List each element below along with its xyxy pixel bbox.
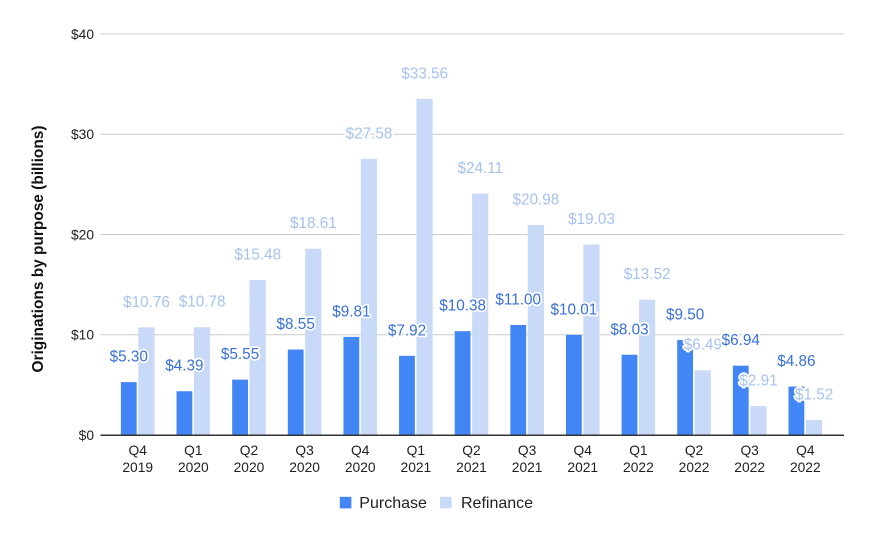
svg-text:Q4: Q4 <box>574 443 593 458</box>
svg-text:Q2: Q2 <box>685 443 703 458</box>
svg-text:$0: $0 <box>79 428 95 443</box>
svg-text:2021: 2021 <box>512 460 543 475</box>
svg-text:$20: $20 <box>71 227 94 242</box>
svg-text:$10: $10 <box>71 328 94 343</box>
svg-text:2021: 2021 <box>456 460 487 475</box>
svg-text:$8.03: $8.03 <box>610 321 648 338</box>
svg-text:$6.49: $6.49 <box>684 337 722 354</box>
svg-text:2020: 2020 <box>345 460 376 475</box>
svg-text:$27.58: $27.58 <box>346 125 393 142</box>
svg-text:Q4: Q4 <box>128 443 147 458</box>
svg-text:$33.56: $33.56 <box>401 65 448 82</box>
svg-text:$13.52: $13.52 <box>624 266 671 283</box>
svg-text:$15.48: $15.48 <box>234 247 281 264</box>
svg-text:2022: 2022 <box>790 460 821 475</box>
svg-text:Q1: Q1 <box>184 443 202 458</box>
svg-text:Originations by purpose (billi: Originations by purpose (billions) <box>30 126 47 373</box>
svg-text:Refinance: Refinance <box>461 495 533 512</box>
svg-text:Purchase: Purchase <box>359 495 427 512</box>
svg-text:2020: 2020 <box>234 460 265 475</box>
svg-text:$10.78: $10.78 <box>179 294 226 311</box>
svg-text:$9.50: $9.50 <box>666 307 704 324</box>
svg-text:Q3: Q3 <box>740 443 759 458</box>
svg-text:2022: 2022 <box>734 460 765 475</box>
svg-text:2021: 2021 <box>401 460 432 475</box>
svg-text:Q2: Q2 <box>240 443 258 458</box>
svg-text:$4.86: $4.86 <box>777 353 815 370</box>
svg-text:2022: 2022 <box>679 460 710 475</box>
svg-text:$10.01: $10.01 <box>550 301 597 318</box>
svg-text:$11.00: $11.00 <box>495 291 541 308</box>
svg-text:2020: 2020 <box>178 460 209 475</box>
svg-text:$18.61: $18.61 <box>290 215 337 232</box>
svg-text:$30: $30 <box>71 127 94 142</box>
svg-text:$40: $40 <box>71 27 94 42</box>
svg-text:$8.55: $8.55 <box>277 316 315 333</box>
svg-text:Q1: Q1 <box>629 443 647 458</box>
svg-text:$7.92: $7.92 <box>388 322 426 339</box>
svg-text:Q2: Q2 <box>462 443 480 458</box>
svg-text:$1.52: $1.52 <box>795 387 833 404</box>
svg-text:2021: 2021 <box>567 460 598 475</box>
svg-text:$10.38: $10.38 <box>439 298 486 315</box>
svg-text:$2.91: $2.91 <box>739 373 777 390</box>
svg-text:2022: 2022 <box>623 460 654 475</box>
svg-text:$5.55: $5.55 <box>221 346 259 363</box>
svg-text:Q4: Q4 <box>351 443 370 458</box>
svg-text:Q3: Q3 <box>518 443 537 458</box>
svg-text:$4.39: $4.39 <box>165 358 203 375</box>
svg-text:$5.30: $5.30 <box>110 349 148 366</box>
svg-text:$19.03: $19.03 <box>568 211 615 228</box>
svg-text:$20.98: $20.98 <box>513 191 560 208</box>
svg-text:$9.81: $9.81 <box>332 303 370 320</box>
svg-text:Q1: Q1 <box>407 443 425 458</box>
svg-text:2020: 2020 <box>289 460 320 475</box>
svg-text:$10.76: $10.76 <box>123 294 170 311</box>
svg-text:$24.11: $24.11 <box>457 160 503 177</box>
svg-text:2019: 2019 <box>122 460 153 475</box>
svg-text:$6.94: $6.94 <box>722 332 761 349</box>
svg-text:Q3: Q3 <box>295 443 314 458</box>
svg-text:Q4: Q4 <box>796 443 815 458</box>
